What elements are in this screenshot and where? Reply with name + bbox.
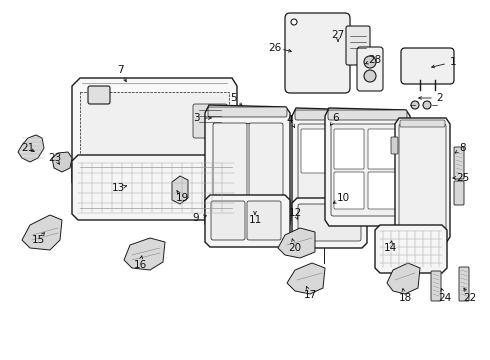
FancyBboxPatch shape bbox=[208, 107, 287, 117]
FancyBboxPatch shape bbox=[357, 47, 383, 91]
Text: 21: 21 bbox=[22, 143, 35, 153]
Polygon shape bbox=[395, 118, 450, 243]
FancyBboxPatch shape bbox=[334, 172, 364, 209]
Polygon shape bbox=[387, 263, 420, 294]
FancyBboxPatch shape bbox=[400, 120, 445, 127]
Text: 26: 26 bbox=[269, 43, 282, 53]
Text: 2: 2 bbox=[437, 93, 443, 103]
Polygon shape bbox=[325, 108, 410, 226]
Polygon shape bbox=[292, 108, 367, 226]
FancyBboxPatch shape bbox=[399, 124, 446, 236]
Circle shape bbox=[364, 70, 376, 82]
FancyBboxPatch shape bbox=[459, 267, 469, 301]
Text: 12: 12 bbox=[289, 208, 302, 218]
FancyBboxPatch shape bbox=[298, 124, 361, 216]
Text: 11: 11 bbox=[248, 215, 262, 225]
Text: 8: 8 bbox=[460, 143, 466, 153]
Text: 19: 19 bbox=[175, 193, 189, 203]
FancyBboxPatch shape bbox=[249, 123, 283, 215]
Text: 24: 24 bbox=[439, 293, 452, 303]
FancyBboxPatch shape bbox=[401, 48, 454, 84]
FancyBboxPatch shape bbox=[331, 129, 358, 173]
Polygon shape bbox=[292, 198, 367, 248]
Text: 1: 1 bbox=[450, 57, 456, 67]
FancyBboxPatch shape bbox=[454, 147, 464, 179]
Text: 18: 18 bbox=[398, 293, 412, 303]
Polygon shape bbox=[205, 195, 290, 247]
Circle shape bbox=[364, 56, 376, 68]
Polygon shape bbox=[80, 92, 229, 176]
Text: 13: 13 bbox=[111, 183, 124, 193]
Polygon shape bbox=[52, 152, 72, 172]
FancyBboxPatch shape bbox=[454, 181, 464, 205]
Text: 17: 17 bbox=[303, 290, 317, 300]
Text: 28: 28 bbox=[368, 55, 382, 65]
Polygon shape bbox=[375, 225, 447, 273]
FancyBboxPatch shape bbox=[298, 204, 361, 241]
Text: 20: 20 bbox=[289, 243, 301, 253]
Polygon shape bbox=[213, 123, 282, 220]
Polygon shape bbox=[287, 263, 325, 294]
Text: 27: 27 bbox=[331, 30, 344, 40]
FancyBboxPatch shape bbox=[368, 129, 398, 169]
FancyBboxPatch shape bbox=[211, 201, 245, 240]
Text: 9: 9 bbox=[193, 213, 199, 223]
Text: 3: 3 bbox=[193, 113, 199, 123]
Text: 6: 6 bbox=[333, 113, 339, 123]
Text: 22: 22 bbox=[464, 293, 477, 303]
FancyBboxPatch shape bbox=[334, 129, 364, 169]
Text: 4: 4 bbox=[287, 115, 294, 125]
FancyBboxPatch shape bbox=[88, 86, 110, 104]
FancyBboxPatch shape bbox=[331, 124, 404, 216]
FancyBboxPatch shape bbox=[193, 104, 227, 138]
Text: 10: 10 bbox=[337, 193, 349, 203]
Polygon shape bbox=[172, 176, 188, 204]
FancyBboxPatch shape bbox=[431, 271, 441, 301]
Polygon shape bbox=[124, 238, 165, 270]
Circle shape bbox=[411, 101, 419, 109]
Polygon shape bbox=[278, 228, 315, 258]
Circle shape bbox=[423, 101, 431, 109]
Circle shape bbox=[291, 19, 297, 25]
FancyBboxPatch shape bbox=[328, 110, 407, 120]
Polygon shape bbox=[205, 105, 290, 230]
Text: 16: 16 bbox=[133, 260, 147, 270]
Polygon shape bbox=[72, 155, 240, 220]
FancyBboxPatch shape bbox=[301, 129, 328, 173]
Text: 23: 23 bbox=[49, 153, 62, 163]
Polygon shape bbox=[22, 215, 62, 250]
FancyBboxPatch shape bbox=[213, 123, 247, 215]
FancyBboxPatch shape bbox=[391, 137, 398, 154]
FancyBboxPatch shape bbox=[368, 172, 398, 209]
FancyBboxPatch shape bbox=[295, 110, 364, 120]
Text: 5: 5 bbox=[230, 93, 236, 103]
FancyBboxPatch shape bbox=[346, 26, 370, 65]
Polygon shape bbox=[72, 78, 237, 190]
FancyBboxPatch shape bbox=[247, 201, 281, 240]
Text: 15: 15 bbox=[31, 235, 45, 245]
Text: 14: 14 bbox=[383, 243, 396, 253]
Text: 25: 25 bbox=[456, 173, 469, 183]
FancyBboxPatch shape bbox=[285, 13, 350, 93]
Text: 7: 7 bbox=[117, 65, 123, 75]
Polygon shape bbox=[18, 135, 44, 162]
